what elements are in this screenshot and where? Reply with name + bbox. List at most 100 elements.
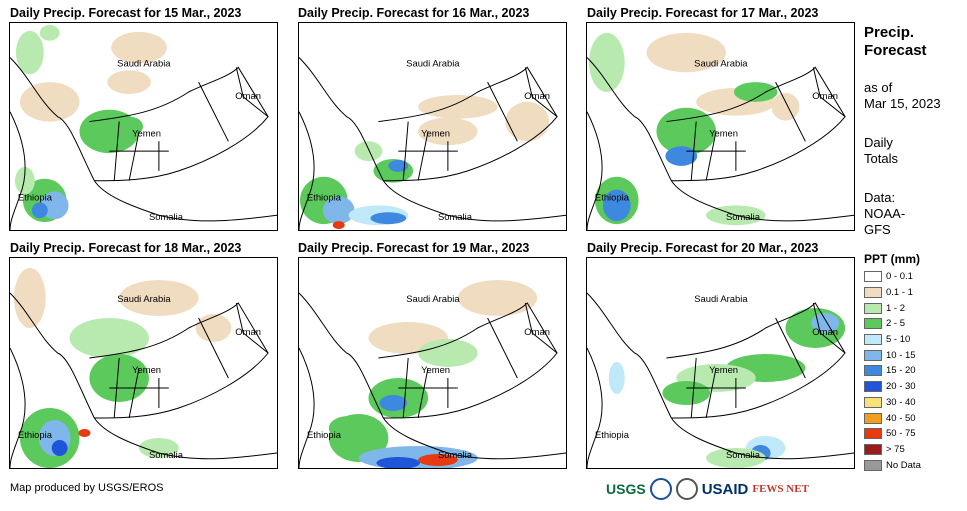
boundary-line [524, 302, 558, 354]
precip-area [78, 429, 91, 437]
boundary-line [235, 67, 269, 118]
precip-area [15, 30, 44, 75]
legend-label: 10 - 15 [886, 349, 916, 361]
fews-net-logo: FEWS NET [752, 483, 809, 495]
country-label: Oman [235, 327, 261, 338]
country-label: Somalia [149, 450, 184, 461]
country-label: Oman [235, 90, 261, 101]
country-label: Ethiopia [307, 430, 342, 441]
precip-area [19, 82, 80, 122]
legend-label: > 75 [886, 443, 905, 455]
boundary-line [198, 81, 229, 142]
map-panel-2: Saudi Arabia Oman Yemen Ethiopia Somalia [298, 22, 567, 231]
map-panel-1: Saudi Arabia Oman Yemen Ethiopia Somalia [9, 22, 278, 231]
country-label: Ethiopia [595, 191, 630, 202]
precip-area [111, 31, 167, 64]
legend-item: 30 - 40 [864, 395, 921, 411]
legend-swatch [864, 271, 882, 283]
country-label: Ethiopia [307, 191, 342, 202]
legend-label: 30 - 40 [886, 396, 916, 408]
boundary-line [686, 357, 746, 419]
country-label: Oman [524, 327, 550, 338]
precip-area [733, 82, 778, 102]
precip-area [376, 457, 421, 468]
country-label: Saudi Arabia [694, 294, 748, 305]
legend-item: No Data [864, 457, 921, 473]
legend-item: 0.1 - 1 [864, 285, 921, 301]
boundary-line [487, 81, 518, 142]
precip-area [457, 280, 538, 316]
country-label: Saudi Arabia [117, 57, 171, 68]
legend: 0 - 0.1 0.1 - 1 1 - 2 2 - 5 5 - 10 10 - 15 15 … [864, 269, 921, 473]
precip-area [662, 381, 711, 405]
legend-swatch [864, 412, 882, 424]
country-label: Oman [812, 90, 838, 101]
legend-label: 0 - 0.1 [886, 271, 913, 283]
panel-title: Daily Precip. Forecast for 16 Mar., 2023 [298, 6, 530, 20]
panel-title: Daily Precip. Forecast for 20 Mar., 2023 [587, 241, 819, 255]
country-label: Somalia [726, 211, 761, 222]
precip-area [771, 92, 800, 121]
precip-area [89, 354, 149, 402]
legend-label: 40 - 50 [886, 412, 916, 424]
legend-label: 2 - 5 [886, 318, 906, 330]
legend-swatch [864, 349, 882, 361]
legend-item: 15 - 20 [864, 363, 921, 379]
country-label: Somalia [438, 211, 473, 222]
legend-label: 5 - 10 [886, 334, 911, 346]
boundary-line [299, 111, 315, 230]
map-svg: Saudi Arabia Oman Yemen Ethiopia Somalia [299, 280, 566, 468]
boundary-line [587, 347, 603, 468]
map-svg: Saudi Arabia Oman Yemen Ethiopia Somalia [10, 268, 277, 468]
country-label: Yemen [709, 365, 738, 376]
as-of-date: as of Mar 15, 2023 [864, 80, 941, 111]
precip-area [322, 196, 355, 225]
boundary-line [10, 347, 26, 468]
precip-area [51, 440, 68, 456]
country-label: Ethiopia [595, 430, 630, 441]
precip-area [328, 414, 389, 462]
legend-label: 0.1 - 1 [886, 287, 913, 299]
precip-area [418, 94, 498, 119]
seal-logo-icon [675, 478, 698, 500]
precip-area [418, 117, 478, 146]
legend-label: 15 - 20 [886, 365, 916, 377]
precip-area [107, 70, 151, 94]
map-svg: Saudi Arabia Oman Yemen Ethiopia Somalia [587, 32, 854, 230]
forecast-title: Precip. Forecast [864, 24, 927, 59]
boundary-line [10, 111, 26, 230]
boundary-line [198, 317, 229, 379]
precip-area [332, 221, 345, 230]
country-label: Ethiopia [18, 430, 53, 441]
legend-swatch [864, 396, 882, 408]
precip-area [646, 32, 726, 73]
precip-area [505, 101, 550, 142]
legend-swatch [864, 365, 882, 377]
precip-area [608, 362, 625, 394]
legend-item: 5 - 10 [864, 332, 921, 348]
legend-label: 20 - 30 [886, 381, 916, 393]
map-panel-3: Saudi Arabia Oman Yemen Ethiopia Somalia [586, 22, 855, 231]
country-label: Oman [812, 327, 838, 338]
precip-area [40, 191, 69, 220]
legend-swatch [864, 443, 882, 455]
usaid-logo: USAID [701, 480, 749, 498]
legend-swatch [864, 381, 882, 393]
precip-area [69, 318, 149, 358]
logo-strip: USGS USAID FEWS NET [606, 478, 809, 500]
boundary-line [686, 121, 746, 181]
precip-area [370, 212, 407, 225]
legend-swatch [864, 318, 882, 330]
boundary-line [299, 347, 315, 468]
legend-swatch [864, 302, 882, 314]
boundary-line [398, 357, 458, 419]
precip-area [13, 268, 46, 328]
legend-item: 2 - 5 [864, 316, 921, 332]
legend-item: 1 - 2 [864, 300, 921, 316]
country-label: Yemen [421, 127, 450, 138]
precip-area [39, 24, 60, 41]
panel-title: Daily Precip. Forecast for 17 Mar., 2023 [587, 6, 819, 20]
panel-title: Daily Precip. Forecast for 18 Mar., 2023 [10, 241, 242, 255]
boundary-line [398, 121, 458, 181]
country-label: Saudi Arabia [406, 57, 460, 68]
